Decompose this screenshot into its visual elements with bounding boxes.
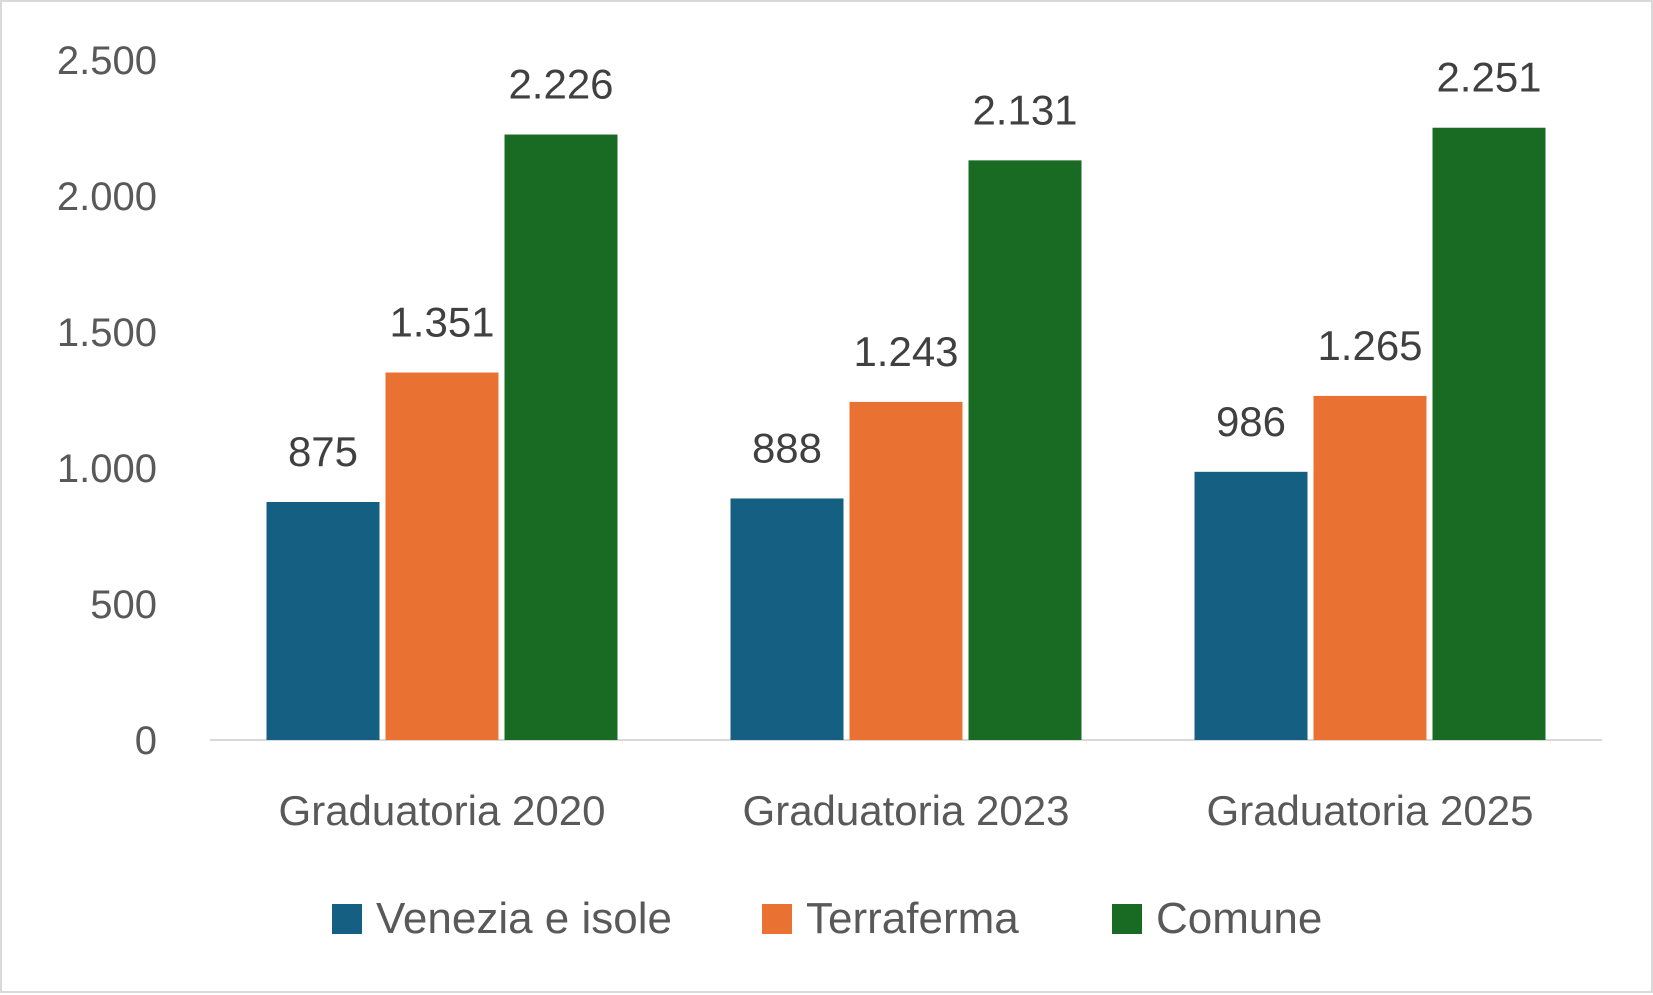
bar-venezia-e-isole [1194, 471, 1308, 740]
data-label: 2.226 [508, 61, 613, 108]
bar-venezia-e-isole [730, 498, 844, 740]
bar-terraferma [1313, 395, 1427, 740]
legend-label: Comune [1156, 894, 1322, 943]
bar-comune [968, 160, 1082, 741]
y-tick-label: 1.000 [57, 447, 157, 491]
y-tick-label: 0 [135, 719, 157, 763]
data-label: 1.351 [389, 299, 494, 346]
legend-swatch [332, 904, 362, 934]
legend-swatch [1112, 904, 1142, 934]
y-tick-label: 2.500 [57, 39, 157, 83]
legend-label: Terraferma [806, 894, 1019, 943]
y-tick-label: 1.500 [57, 311, 157, 355]
x-tick-label: Graduatoria 2025 [1207, 787, 1534, 834]
bar-terraferma [849, 401, 963, 740]
y-tick-label: 2.000 [57, 175, 157, 219]
y-tick-label: 500 [90, 583, 157, 627]
legend-swatch [762, 904, 792, 934]
bar-comune [1432, 127, 1546, 740]
data-label: 2.131 [972, 86, 1077, 133]
bar-comune [504, 134, 618, 740]
data-label: 986 [1216, 398, 1286, 445]
data-label: 1.265 [1317, 322, 1422, 369]
x-tick-label: Graduatoria 2023 [743, 787, 1070, 834]
data-label: 1.243 [853, 328, 958, 375]
data-label: 875 [288, 428, 358, 475]
bar-terraferma [385, 372, 499, 740]
data-label: 2.251 [1436, 54, 1541, 101]
data-label: 888 [752, 424, 822, 471]
x-tick-label: Graduatoria 2020 [279, 787, 606, 834]
legend-label: Venezia e isole [376, 894, 672, 943]
bar-venezia-e-isole [266, 502, 380, 740]
